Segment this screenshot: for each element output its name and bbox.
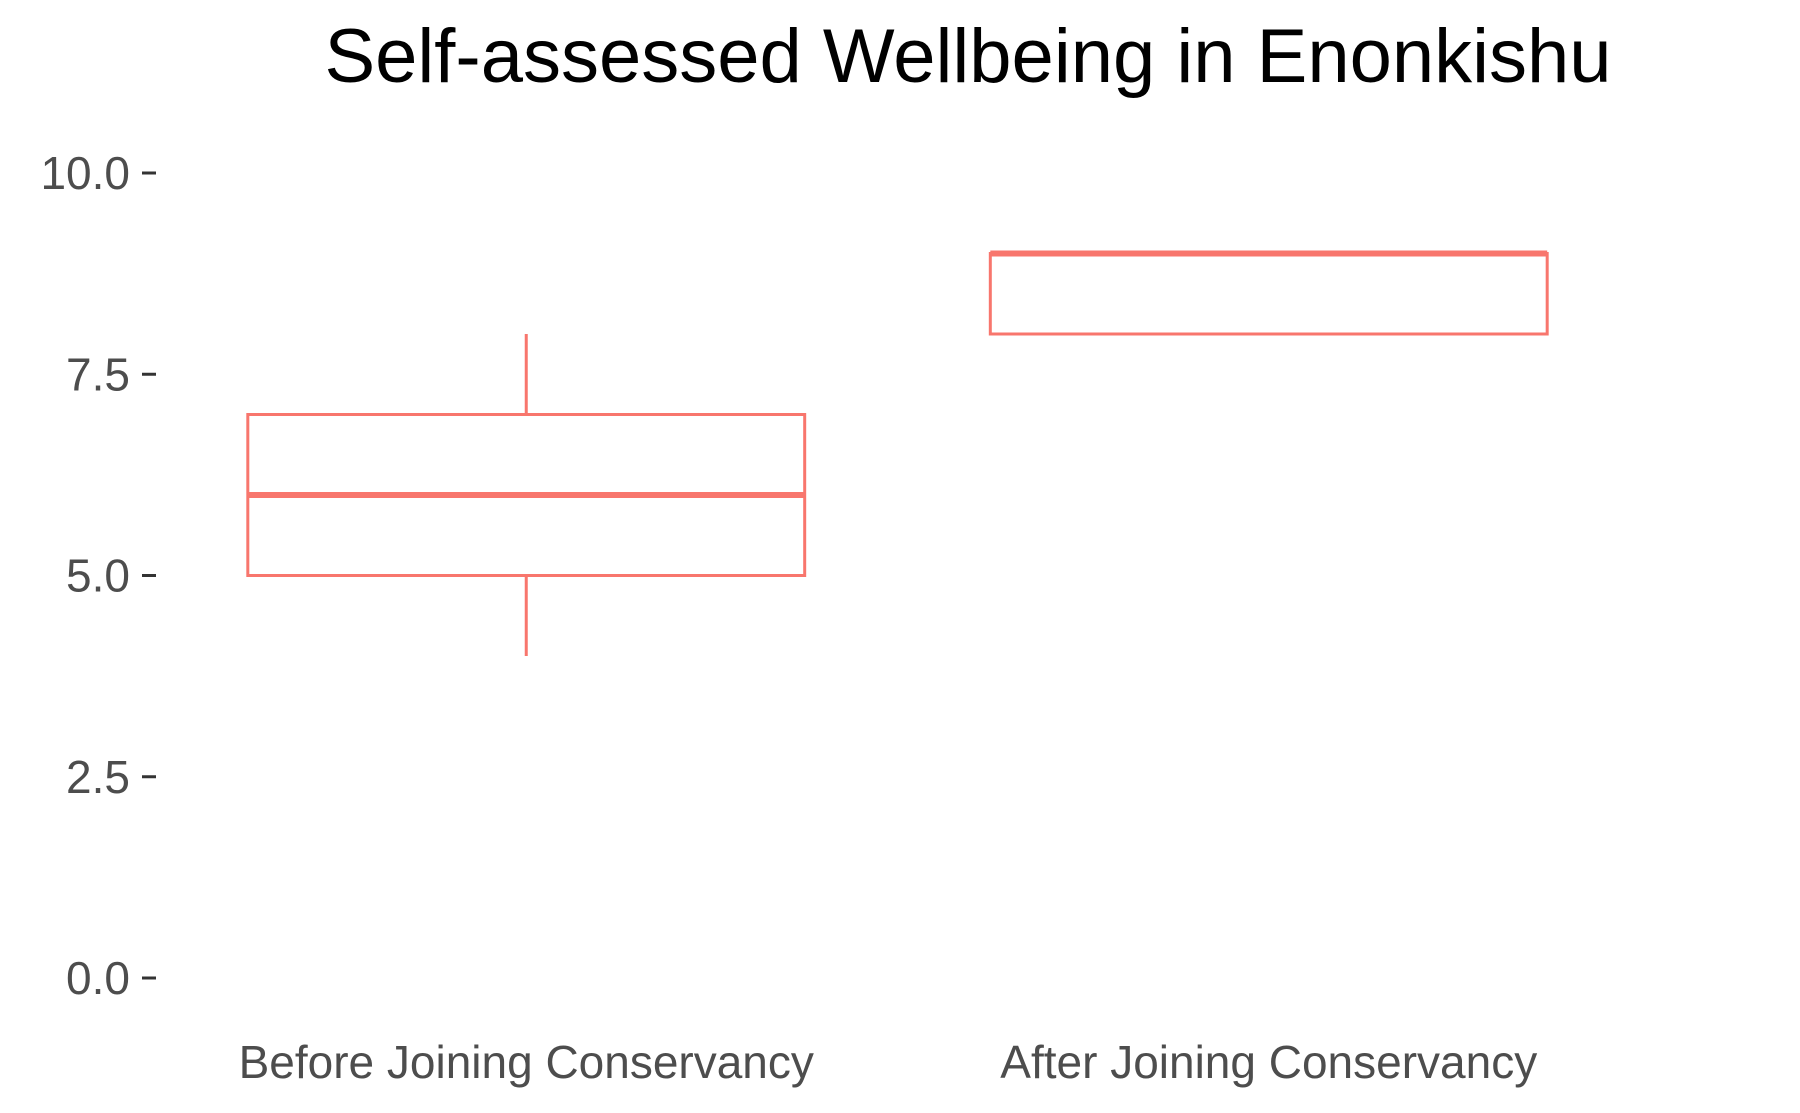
chart-title: Self-assessed Wellbeing in Enonkishu bbox=[324, 14, 1611, 99]
iqr-box bbox=[988, 252, 1549, 336]
x-tick-label: Before Joining Conservancy bbox=[239, 1036, 814, 1088]
boxes-layer bbox=[246, 250, 1549, 656]
y-axis: 0.0 2.5 5.0 7.5 10.0 bbox=[40, 147, 156, 1004]
box-group bbox=[246, 334, 807, 656]
y-tick-label: 10.0 bbox=[40, 147, 130, 199]
x-axis: Before Joining Conservancy After Joining … bbox=[239, 1036, 1538, 1088]
x-tick-label: After Joining Conservancy bbox=[1000, 1036, 1537, 1088]
y-tick-label: 0.0 bbox=[66, 952, 130, 1004]
y-tick-label: 2.5 bbox=[66, 751, 130, 803]
y-tick-label: 5.0 bbox=[66, 550, 130, 602]
y-tick-label: 7.5 bbox=[66, 348, 130, 400]
box-group bbox=[988, 250, 1549, 336]
